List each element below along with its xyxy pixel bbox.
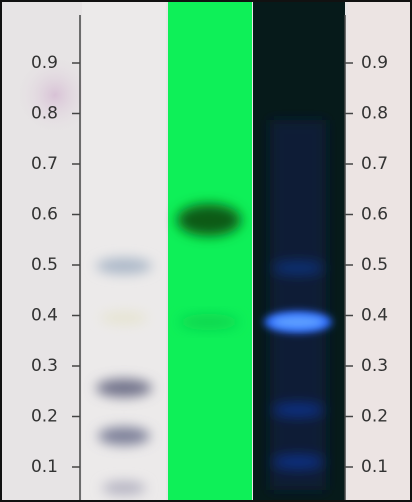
scale-label: 0.5 [361, 255, 388, 275]
scale-label: 0.7 [361, 154, 388, 174]
scale-label: 0.3 [361, 356, 388, 376]
lane-3-spot-core [272, 316, 324, 328]
scale-label: 0.6 [31, 205, 58, 225]
scale-label: 0.1 [31, 457, 58, 477]
scale-label: 0.1 [361, 457, 388, 477]
right-strip [348, 0, 412, 502]
scale-label: 0.4 [31, 306, 58, 326]
scale-label: 0.9 [361, 53, 388, 73]
scale-label: 0.3 [31, 356, 58, 376]
lane-2 [168, 0, 252, 502]
tlc-plate: 0.9 0.8 0.7 0.6 0.5 0.4 0.3 0.2 0.1 0.9 0.8 0.7 0.6 0… [0, 0, 412, 502]
scale-label: 0.5 [31, 255, 58, 275]
scale-label: 0.2 [361, 407, 388, 427]
scale-label: 0.8 [31, 104, 58, 124]
scale-label: 0.7 [31, 154, 58, 174]
scale-label: 0.6 [361, 205, 388, 225]
scale-label: 0.8 [361, 104, 388, 124]
lane-1 [82, 0, 166, 502]
scale-label: 0.9 [31, 53, 58, 73]
scale-label: 0.4 [361, 306, 388, 326]
lane-3-bands [270, 120, 326, 490]
scale-label: 0.2 [31, 407, 58, 427]
